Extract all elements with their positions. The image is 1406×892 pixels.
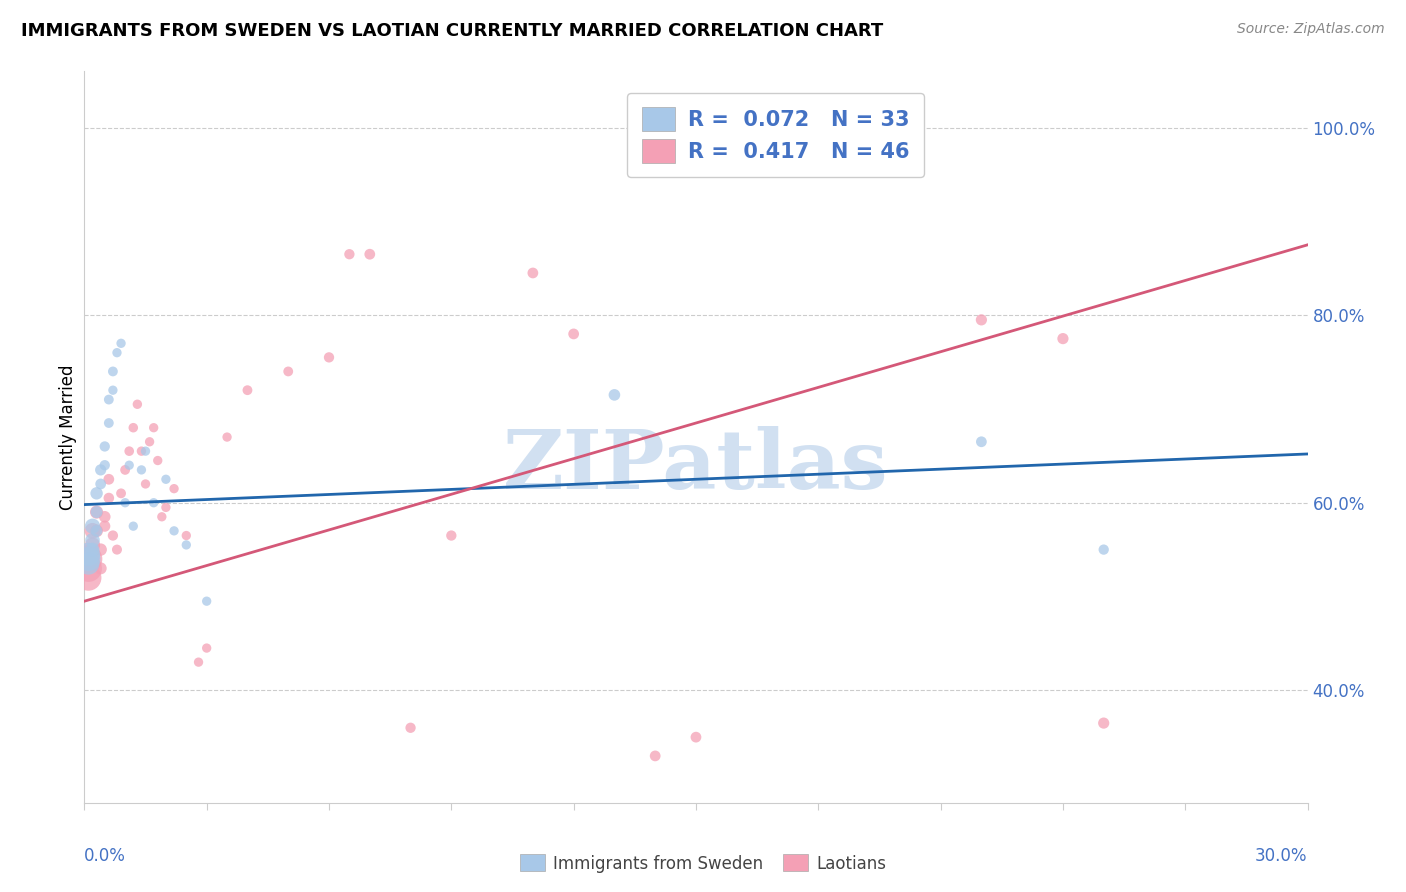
Point	[101, 528, 124, 542]
Point	[150, 509, 173, 524]
Point	[82, 524, 104, 538]
Point	[90, 463, 112, 477]
Point	[101, 364, 124, 378]
Point	[97, 416, 120, 430]
Point	[685, 730, 707, 744]
Point	[93, 440, 115, 454]
Point	[277, 364, 299, 378]
Point	[142, 420, 165, 434]
Point	[97, 392, 120, 407]
Point	[236, 383, 259, 397]
Point	[155, 500, 177, 515]
Point	[82, 538, 104, 552]
Point	[562, 326, 585, 341]
Point	[440, 528, 463, 542]
Point	[399, 721, 422, 735]
Point	[86, 524, 108, 538]
Point	[118, 444, 141, 458]
Point	[195, 594, 218, 608]
Point	[77, 557, 100, 571]
Point	[110, 336, 132, 351]
Point	[77, 571, 100, 585]
Text: IMMIGRANTS FROM SWEDEN VS LAOTIAN CURRENTLY MARRIED CORRELATION CHART: IMMIGRANTS FROM SWEDEN VS LAOTIAN CURREN…	[21, 22, 883, 40]
Point	[142, 496, 165, 510]
Point	[187, 655, 209, 669]
Point	[146, 453, 169, 467]
Point	[77, 552, 100, 566]
Point	[522, 266, 544, 280]
Point	[114, 463, 136, 477]
Point	[970, 313, 993, 327]
Point	[105, 542, 128, 557]
Point	[135, 477, 157, 491]
Text: Source: ZipAtlas.com: Source: ZipAtlas.com	[1237, 22, 1385, 37]
Point	[90, 542, 112, 557]
Point	[970, 434, 993, 449]
Point	[131, 463, 153, 477]
Point	[135, 444, 157, 458]
Point	[93, 509, 115, 524]
Point	[82, 519, 104, 533]
Legend: Immigrants from Sweden, Laotians: Immigrants from Sweden, Laotians	[513, 847, 893, 880]
Point	[122, 519, 145, 533]
Point	[114, 496, 136, 510]
Point	[86, 524, 108, 538]
Point	[138, 434, 160, 449]
Point	[195, 641, 218, 656]
Point	[77, 547, 100, 561]
Point	[77, 561, 100, 575]
Point	[93, 458, 115, 473]
Point	[155, 472, 177, 486]
Point	[86, 486, 108, 500]
Point	[82, 533, 104, 548]
Point	[174, 538, 197, 552]
Point	[86, 505, 108, 519]
Point	[82, 542, 104, 557]
Point	[90, 477, 112, 491]
Point	[603, 388, 626, 402]
Point	[97, 491, 120, 505]
Point	[163, 482, 186, 496]
Point	[97, 472, 120, 486]
Point	[118, 458, 141, 473]
Text: 0.0%: 0.0%	[84, 847, 127, 864]
Point	[93, 519, 115, 533]
Legend: R =  0.072   N = 33, R =  0.417   N = 46: R = 0.072 N = 33, R = 0.417 N = 46	[627, 93, 924, 178]
Point	[339, 247, 361, 261]
Point	[1092, 542, 1115, 557]
Text: 30.0%: 30.0%	[1256, 847, 1308, 864]
Point	[110, 486, 132, 500]
Point	[101, 383, 124, 397]
Point	[644, 748, 666, 763]
Point	[217, 430, 239, 444]
Point	[163, 524, 186, 538]
Y-axis label: Currently Married: Currently Married	[59, 364, 77, 510]
Point	[122, 420, 145, 434]
Point	[131, 444, 153, 458]
Point	[1092, 716, 1115, 731]
Point	[318, 351, 340, 365]
Point	[665, 153, 688, 168]
Point	[1052, 332, 1074, 346]
Point	[90, 561, 112, 575]
Point	[127, 397, 149, 411]
Point	[86, 505, 108, 519]
Point	[77, 552, 100, 566]
Point	[105, 345, 128, 359]
Point	[174, 528, 197, 542]
Text: ZIPatlas: ZIPatlas	[503, 426, 889, 507]
Point	[359, 247, 381, 261]
